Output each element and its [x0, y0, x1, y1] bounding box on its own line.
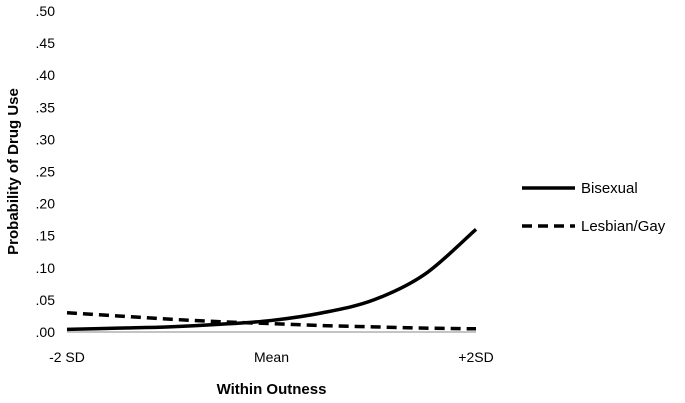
x-tick-label: -2 SD: [49, 349, 85, 365]
x-tick-label: +2SD: [458, 349, 493, 365]
x-axis-title: Within Outness: [217, 381, 327, 398]
y-tick-label: .40: [36, 67, 56, 83]
y-tick-label: .00: [36, 324, 56, 340]
legend: Bisexual Lesbian/Gay: [522, 180, 666, 235]
x-tick-label: Mean: [254, 349, 289, 365]
y-tick-label: .25: [36, 164, 56, 180]
y-axis-ticks: .00 .05 .10 .15 .20 .25 .30 .35 .40 .45 .50: [36, 3, 56, 340]
series-line-bisexual: [66, 227, 478, 332]
y-tick-label: .50: [36, 3, 56, 19]
legend-label: Bisexual: [581, 180, 638, 197]
y-tick-label: .20: [36, 196, 56, 212]
legend-label: Lesbian/Gay: [581, 218, 666, 235]
y-tick-label: .30: [36, 131, 56, 147]
y-tick-label: .05: [36, 292, 56, 308]
series-lines: [66, 227, 478, 332]
y-tick-label: .45: [36, 35, 56, 51]
series-line-lesbian-gay: [66, 310, 477, 331]
y-tick-label: .15: [36, 228, 56, 244]
y-axis-title: Probability of Drug Use: [5, 88, 22, 255]
y-tick-label: .35: [36, 99, 56, 115]
y-tick-label: .10: [36, 260, 56, 276]
x-axis-ticks: -2 SD Mean +2SD: [49, 349, 494, 365]
